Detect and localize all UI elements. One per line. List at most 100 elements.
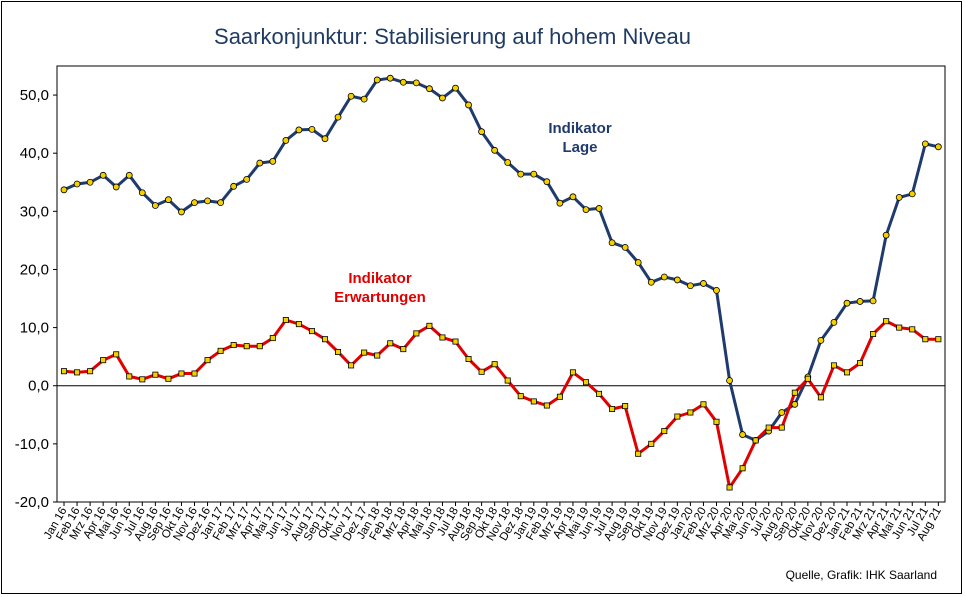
data-point (374, 352, 381, 359)
data-point (230, 342, 237, 349)
data-point (282, 317, 289, 324)
series-label: Indikator (548, 120, 612, 137)
data-point (308, 328, 315, 335)
data-point (439, 94, 446, 102)
data-point (726, 484, 733, 491)
data-point (791, 389, 798, 396)
data-point (139, 376, 146, 383)
data-point (517, 170, 525, 178)
data-point (360, 95, 368, 103)
series-label: Lage (562, 139, 597, 156)
data-point (817, 394, 824, 401)
data-point (517, 393, 524, 400)
data-point (256, 159, 264, 167)
data-point (504, 159, 512, 166)
data-point (151, 202, 159, 209)
data-point (673, 276, 681, 284)
data-point (922, 336, 929, 343)
data-point (595, 205, 603, 212)
series-label: Indikator (348, 270, 412, 287)
data-point (778, 409, 786, 416)
data-point (426, 322, 433, 329)
data-point (321, 135, 329, 143)
data-point (870, 330, 877, 337)
data-point (178, 370, 185, 377)
data-point (425, 85, 433, 93)
data-point (556, 199, 564, 207)
data-point (609, 405, 616, 412)
data-point (178, 208, 185, 216)
data-point (282, 137, 290, 144)
data-point (73, 180, 81, 188)
data-point (164, 196, 172, 204)
data-point (400, 346, 407, 353)
data-point (921, 140, 929, 148)
data-point (125, 171, 133, 179)
data-point (844, 369, 851, 376)
data-point (491, 146, 499, 154)
data-point (100, 357, 107, 364)
data-point (399, 78, 407, 86)
data-point (204, 197, 211, 205)
data-point (569, 369, 576, 376)
data-point (112, 183, 120, 191)
plot-area (56, 65, 946, 503)
data-point (530, 170, 538, 178)
data-point (778, 424, 785, 431)
data-point (713, 286, 720, 294)
data-point (191, 199, 198, 207)
data-point (308, 125, 316, 133)
data-point (856, 298, 864, 305)
data-point (87, 368, 94, 375)
data-point (935, 336, 942, 343)
data-point (113, 351, 120, 358)
data-point (452, 338, 459, 345)
data-point (138, 189, 146, 197)
data-point (765, 424, 772, 431)
data-point (478, 128, 486, 136)
data-point (86, 178, 94, 186)
data-point (896, 324, 903, 331)
data-point (412, 79, 420, 87)
y-axis: -20,0 -10,0 0,0 10,0 20,0 30,0 40,0 50,0 (15, 87, 945, 511)
data-point (269, 157, 277, 165)
data-point (713, 418, 720, 425)
data-point (543, 178, 551, 186)
data-point (647, 278, 655, 286)
data-point (269, 335, 276, 342)
y-tick-label: 0,0 (28, 378, 49, 395)
data-point (99, 171, 107, 179)
y-tick-label: 10,0 (20, 320, 49, 337)
data-point (165, 375, 172, 382)
data-point (335, 349, 342, 356)
data-point (869, 297, 877, 305)
data-point (243, 343, 250, 350)
data-point (882, 231, 890, 239)
data-point (739, 465, 746, 472)
data-point (334, 113, 342, 121)
data-point (543, 402, 550, 409)
data-point (217, 199, 225, 207)
data-point (230, 182, 238, 190)
data-point (569, 193, 577, 201)
data-point (465, 101, 472, 109)
data-point (126, 373, 133, 380)
data-point (895, 193, 903, 201)
data-point (204, 357, 211, 364)
data-point (596, 390, 603, 397)
data-point (843, 299, 851, 307)
data-point (934, 143, 942, 151)
y-tick-label: 30,0 (20, 203, 49, 220)
data-point (504, 377, 511, 384)
data-point (857, 360, 864, 367)
data-point (556, 393, 563, 400)
data-point (674, 413, 681, 420)
data-point (621, 243, 629, 251)
data-point (347, 92, 355, 100)
data-point (295, 321, 302, 328)
data-point (348, 362, 355, 369)
data-point (582, 206, 590, 213)
data-point (700, 280, 707, 287)
data-point (908, 190, 916, 198)
